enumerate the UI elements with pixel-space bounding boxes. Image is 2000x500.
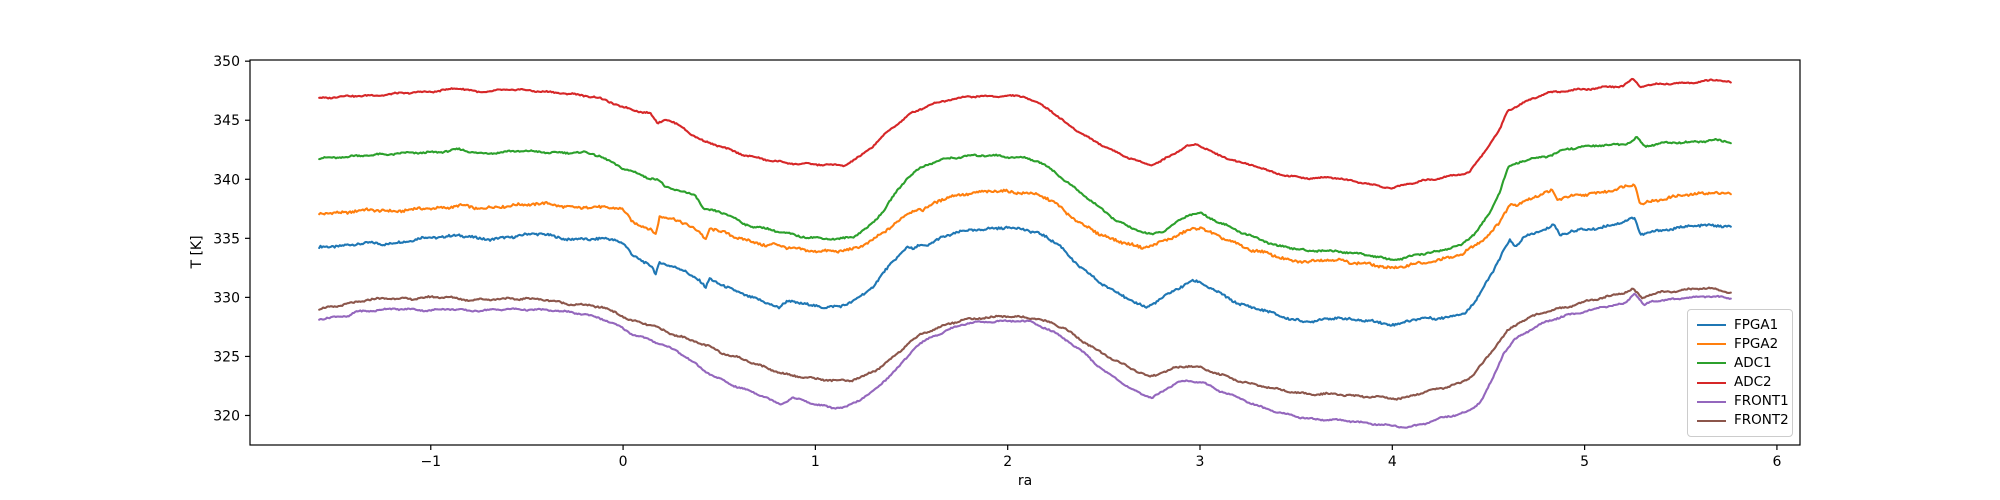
legend-entry-ADC2: ADC2 — [1697, 373, 1788, 390]
y-tick-label-1: 325 — [213, 349, 240, 365]
x-tick-label-1: 0 — [619, 454, 628, 470]
legend-label: ADC1 — [1734, 354, 1772, 371]
x-tick-label-3: 2 — [1003, 454, 1012, 470]
x-tick-label-2: 1 — [811, 454, 820, 470]
legend-entry-FPGA1: FPGA1 — [1697, 316, 1788, 333]
legend-line-swatch — [1697, 324, 1726, 327]
legend: FPGA1 FPGA2 ADC1 ADC2 FRONT1 FRONT2 — [1687, 309, 1793, 437]
x-tick-label-6: 5 — [1580, 454, 1589, 470]
series-line-FPGA2 — [318, 183, 1732, 270]
legend-line-swatch — [1697, 400, 1726, 403]
legend-line-swatch — [1697, 419, 1726, 422]
legend-label: FPGA2 — [1734, 335, 1779, 352]
series-line-ADC2 — [318, 77, 1732, 190]
legend-label: FRONT1 — [1734, 392, 1789, 409]
y-tick-label-0: 320 — [213, 408, 240, 424]
x-tick-label-0: −1 — [420, 454, 441, 470]
series-line-FRONT1 — [318, 292, 1732, 429]
legend-line-swatch — [1697, 343, 1726, 346]
legend-line-swatch — [1697, 381, 1726, 384]
y-axis-label: T [K] — [189, 235, 205, 269]
y-tick-label-2: 330 — [213, 290, 240, 306]
x-tick-label-4: 3 — [1196, 454, 1205, 470]
y-tick-label-4: 340 — [213, 172, 240, 188]
series-line-FRONT2 — [318, 286, 1732, 401]
legend-line-swatch — [1697, 362, 1726, 365]
series-line-FPGA1 — [318, 216, 1732, 327]
legend-entry-ADC1: ADC1 — [1697, 354, 1788, 371]
x-tick-label-5: 4 — [1388, 454, 1397, 470]
x-tick-label-7: 6 — [1772, 454, 1781, 470]
legend-label: ADC2 — [1734, 373, 1772, 390]
legend-label: FRONT2 — [1734, 411, 1789, 428]
y-tick-label-5: 345 — [213, 113, 240, 129]
x-axis-label: ra — [1017, 473, 1033, 489]
axes-spines — [249, 59, 1801, 446]
y-tick-label-3: 335 — [213, 231, 240, 247]
series-line-ADC1 — [318, 135, 1732, 261]
legend-label: FPGA1 — [1734, 316, 1779, 333]
y-tick-label-6: 350 — [213, 54, 240, 70]
legend-entry-FPGA2: FPGA2 — [1697, 335, 1788, 352]
legend-entry-FRONT2: FRONT2 — [1697, 411, 1789, 428]
legend-entry-FRONT1: FRONT1 — [1697, 392, 1789, 409]
